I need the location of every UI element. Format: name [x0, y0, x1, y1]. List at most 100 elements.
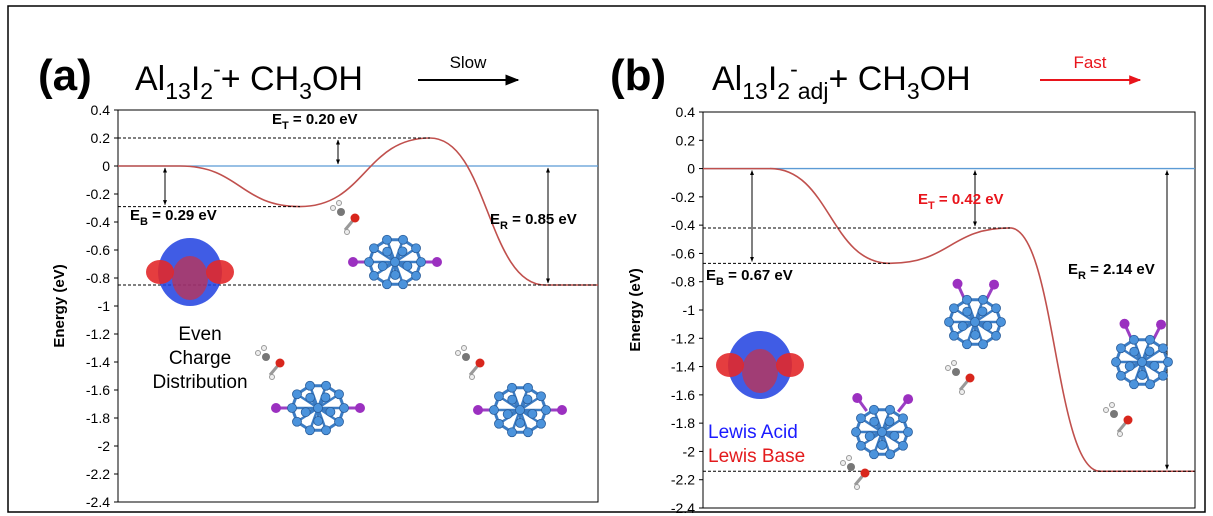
al-atom — [300, 407, 311, 418]
y-tick-label: -1.2 — [86, 326, 110, 342]
title-part: OH — [920, 60, 971, 98]
al-atom — [292, 416, 302, 427]
title-part: Al — [712, 60, 742, 98]
y-tick-label: -2.2 — [671, 472, 695, 488]
al-atom — [889, 430, 900, 441]
al-atom — [869, 404, 879, 415]
y-tick-label: -1.6 — [86, 382, 110, 398]
al-atom — [325, 406, 336, 417]
al-atom — [515, 405, 525, 415]
al-atom — [305, 425, 315, 436]
annotation-part: = 2.14 eV — [1086, 261, 1155, 278]
al-atom — [334, 389, 344, 400]
c-atom — [462, 353, 470, 361]
iodine-atom — [1156, 319, 1167, 330]
y-tick-label: -1.8 — [86, 410, 110, 426]
al-atom — [369, 243, 379, 254]
al-atom — [1124, 361, 1135, 372]
al-atom — [507, 394, 518, 405]
al-atom — [527, 408, 538, 419]
al-atom — [1111, 357, 1121, 367]
al-atom — [962, 294, 972, 305]
h-atom — [846, 455, 852, 461]
y-tick-label: -0.8 — [86, 270, 110, 286]
h-atom — [336, 200, 342, 206]
h-atom — [461, 345, 467, 351]
al-atom — [856, 440, 866, 451]
al-atom — [339, 403, 349, 413]
iodine-atom — [473, 405, 483, 415]
orbital — [716, 331, 804, 399]
al-atom — [411, 270, 421, 281]
al-atom — [1129, 346, 1140, 357]
al-atom — [494, 418, 504, 429]
annotation-part: E — [706, 267, 716, 284]
molecule — [330, 200, 442, 290]
h-atom — [1109, 402, 1115, 408]
y-tick-label: -0.4 — [671, 217, 695, 233]
al-atom — [334, 416, 344, 427]
energy-annotation: EB = 0.29 eV — [130, 207, 217, 228]
annotation-part: E — [272, 111, 282, 128]
al-atom — [877, 440, 888, 450]
al-atom — [523, 427, 533, 438]
title-part: Al — [135, 60, 165, 98]
iodine-atom — [271, 403, 281, 413]
panel-label: (a) — [38, 51, 92, 100]
c-atom — [847, 463, 855, 471]
al-atom — [507, 427, 517, 438]
energy-curve — [769, 167, 1101, 473]
title-part: I — [191, 60, 200, 98]
iodine-atom — [852, 393, 863, 404]
y-tick-label: 0.4 — [91, 102, 111, 118]
al-atom — [398, 279, 408, 290]
al-atom — [364, 257, 374, 267]
iodine-atom — [355, 403, 365, 413]
al-atom — [851, 427, 861, 437]
al-atom — [885, 449, 895, 460]
al-atom — [970, 330, 981, 340]
al-atom — [884, 416, 895, 427]
y-tick-label: -1.8 — [671, 415, 695, 431]
annotation-part: E — [130, 207, 140, 224]
molecule — [1103, 318, 1173, 437]
al-atom — [1149, 360, 1160, 371]
al-atom — [962, 339, 972, 350]
h-atom — [840, 460, 846, 466]
c-atom — [1110, 410, 1118, 418]
y-tick-label: 0 — [102, 158, 110, 174]
al-atom — [869, 449, 879, 460]
al-atom — [970, 317, 980, 327]
al-atom — [957, 321, 968, 332]
al-atom — [382, 246, 393, 257]
title-part: 3 — [907, 78, 920, 104]
h-atom — [269, 374, 275, 380]
al-atom — [898, 440, 908, 451]
al-atom — [321, 380, 331, 391]
al-atom — [1116, 370, 1126, 381]
title-part: - — [790, 56, 798, 82]
y-tick-label: -2.2 — [86, 466, 110, 482]
h-atom — [344, 229, 350, 235]
al-atom — [1116, 343, 1126, 354]
c-atom — [952, 368, 960, 376]
h-atom — [951, 360, 957, 366]
title-part: adj — [798, 78, 829, 104]
title-part: 2 — [777, 78, 790, 104]
o-atom — [350, 213, 360, 223]
c-atom — [337, 208, 345, 216]
al-atom — [397, 246, 408, 257]
h-atom — [854, 484, 860, 490]
al-atom — [305, 392, 316, 403]
y-tick-label: -0.6 — [86, 242, 110, 258]
al-atom — [1163, 357, 1173, 367]
o-atom — [275, 358, 285, 368]
al-atom — [949, 330, 959, 341]
molecule — [840, 393, 914, 490]
panel-label: (b) — [610, 51, 666, 100]
note: Lewis Base — [708, 446, 805, 467]
h-atom — [959, 389, 965, 395]
annotation-part: = 0.29 eV — [148, 207, 217, 224]
